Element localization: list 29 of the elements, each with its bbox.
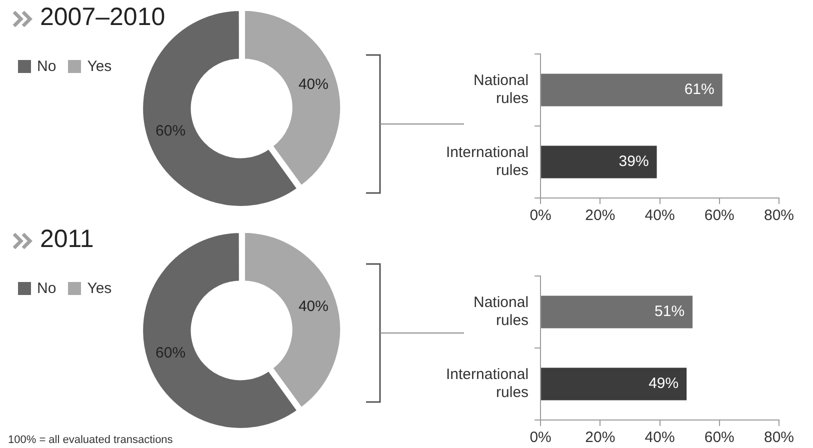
x-tick-label: 20% [585, 207, 616, 224]
x-tick-label: 60% [704, 429, 734, 446]
data-label: 40% [298, 298, 328, 315]
y-tick-label: International rules [446, 144, 529, 180]
y-tick-label: National rules [474, 72, 529, 108]
data-label: 51% [654, 303, 685, 320]
data-label: 60% [156, 122, 186, 140]
x-tick-label: 80% [764, 207, 794, 224]
x-tick-label: 40% [644, 429, 675, 446]
chart-title: 2007–2010 [40, 3, 166, 32]
legend-label: Yes [87, 280, 112, 297]
text: 100% = all evaluated transactions [8, 434, 173, 446]
y-tick-label: National rules [474, 294, 529, 330]
x-tick-label: 0% [530, 429, 552, 446]
data-label: 40% [298, 76, 328, 93]
x-tick-label: 60% [704, 207, 734, 224]
x-tick-label: 20% [585, 429, 616, 446]
legend-label: Yes [87, 58, 112, 75]
data-label: 39% [618, 153, 649, 170]
legend-label: No [37, 58, 56, 75]
data-label: 49% [648, 375, 679, 392]
data-label: 60% [156, 344, 186, 362]
x-tick-label: 80% [764, 429, 794, 446]
x-tick-label: 40% [644, 207, 675, 224]
x-tick-label: 0% [530, 207, 552, 224]
data-label: 61% [684, 81, 714, 98]
y-tick-label: International rules [446, 366, 529, 402]
legend-label: No [37, 280, 56, 297]
chart-title: 2011 [40, 225, 94, 254]
